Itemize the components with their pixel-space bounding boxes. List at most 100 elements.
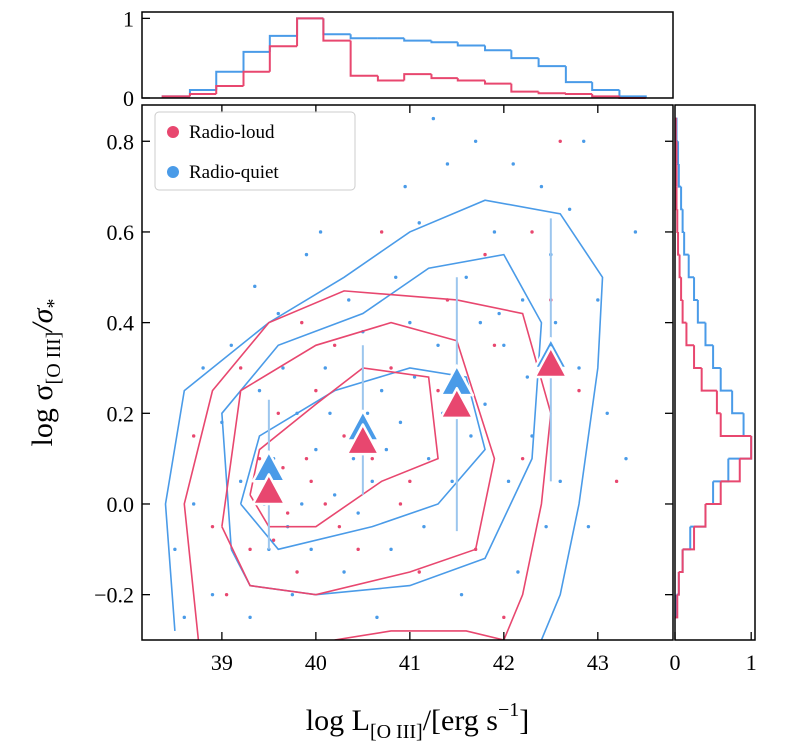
scatter-point xyxy=(516,570,520,574)
x-label-sup: −1 xyxy=(498,699,519,721)
y-tick-label: 0 xyxy=(123,86,134,111)
scatter-point xyxy=(520,456,525,461)
histogram-step xyxy=(677,231,680,256)
histogram-step xyxy=(705,481,722,505)
scatter-point xyxy=(577,388,581,393)
y-tick-label: 0.0 xyxy=(107,492,135,517)
histogram-step xyxy=(677,163,682,188)
y-tick-label: 0.8 xyxy=(107,129,135,154)
histogram-step xyxy=(510,83,539,93)
x-tick-label: 41 xyxy=(399,650,421,675)
scatter-point xyxy=(431,116,436,121)
histogram-step xyxy=(456,42,486,47)
histogram-step xyxy=(715,390,721,415)
scatter-point xyxy=(553,320,558,325)
histogram-step xyxy=(728,435,753,460)
scatter-point xyxy=(582,139,586,143)
histogram-step xyxy=(268,45,298,72)
scatter-point xyxy=(520,298,525,302)
histogram-step xyxy=(296,17,324,36)
scatter-point xyxy=(450,479,454,484)
histogram-step xyxy=(403,38,432,42)
binned-median xyxy=(251,473,287,506)
contour-line xyxy=(221,321,496,596)
histogram-step xyxy=(680,186,683,211)
scatter-point xyxy=(300,502,304,506)
histogram-step xyxy=(484,80,512,85)
scatter-point xyxy=(379,388,384,393)
scatter-point xyxy=(210,592,215,597)
legend-label: Radio-quiet xyxy=(189,162,279,183)
histogram-step xyxy=(678,254,682,279)
scatter-point xyxy=(257,456,262,461)
scatter-point xyxy=(459,592,464,597)
histogram-step xyxy=(694,503,707,528)
scatter-point xyxy=(394,275,398,279)
scatter-point xyxy=(398,420,403,425)
scatter-point xyxy=(469,434,473,438)
histogram-step xyxy=(712,345,721,369)
histogram-step xyxy=(680,277,683,301)
scatter-point xyxy=(210,524,215,529)
scatter-point xyxy=(323,502,327,506)
histogram-step xyxy=(403,73,432,81)
x-tick-label: 39 xyxy=(211,650,233,675)
x-tick-label: 42 xyxy=(493,650,515,675)
scatter-point xyxy=(379,230,384,234)
histogram-step xyxy=(591,82,620,92)
histogram-step xyxy=(242,50,270,72)
scatter-point xyxy=(276,411,280,416)
scatter-point xyxy=(328,411,332,416)
y-tick-label: 1 xyxy=(123,6,134,31)
scatter-point xyxy=(356,547,360,552)
scatter-point xyxy=(365,411,370,416)
scatter-point xyxy=(624,456,628,461)
scatter-point xyxy=(300,320,304,325)
legend-marker xyxy=(167,126,179,138)
scatter-point xyxy=(276,311,280,316)
scatter-point xyxy=(295,570,299,574)
scatter-point xyxy=(403,184,407,189)
scatter-point xyxy=(271,538,276,542)
scatter-point xyxy=(502,615,506,620)
histogram-step xyxy=(693,277,698,301)
binned-median xyxy=(345,423,381,456)
scatter-point xyxy=(281,466,285,470)
histogram-step xyxy=(681,299,687,324)
scatter-point xyxy=(436,388,440,393)
scatter-point xyxy=(422,524,426,529)
histogram-step xyxy=(739,435,753,460)
x-tick-label: 1 xyxy=(746,650,757,675)
scatter-point xyxy=(309,547,313,552)
scatter-point xyxy=(191,502,196,506)
histogram-step xyxy=(704,322,714,347)
scatter-point xyxy=(408,320,412,325)
histogram-step xyxy=(682,526,696,551)
scatter-point xyxy=(342,434,346,438)
y-axis-label: log σ[O III]/σ* xyxy=(26,299,65,447)
histogram-step xyxy=(696,299,706,324)
scatter-point xyxy=(304,456,309,461)
scatter-point xyxy=(351,456,356,461)
histogram-step xyxy=(537,91,566,95)
scatter-point xyxy=(229,343,233,347)
scatter-point xyxy=(309,479,313,484)
histogram-step xyxy=(322,18,351,42)
scatter-point xyxy=(384,447,389,452)
scatter-point xyxy=(332,493,337,497)
scatter-point xyxy=(586,524,591,529)
histogram-step xyxy=(676,209,679,233)
scatter-point xyxy=(238,479,243,484)
scatter-point xyxy=(614,479,619,484)
scatter-point xyxy=(544,524,548,529)
histogram-step xyxy=(682,526,692,551)
scatter-point xyxy=(464,275,468,279)
scatter-point xyxy=(436,343,440,347)
binned-median xyxy=(439,386,475,420)
scatter-point xyxy=(389,547,393,552)
histogram-step xyxy=(242,70,270,87)
binned-median xyxy=(533,346,569,379)
scatter-point xyxy=(525,375,530,379)
contour-line xyxy=(183,290,552,640)
